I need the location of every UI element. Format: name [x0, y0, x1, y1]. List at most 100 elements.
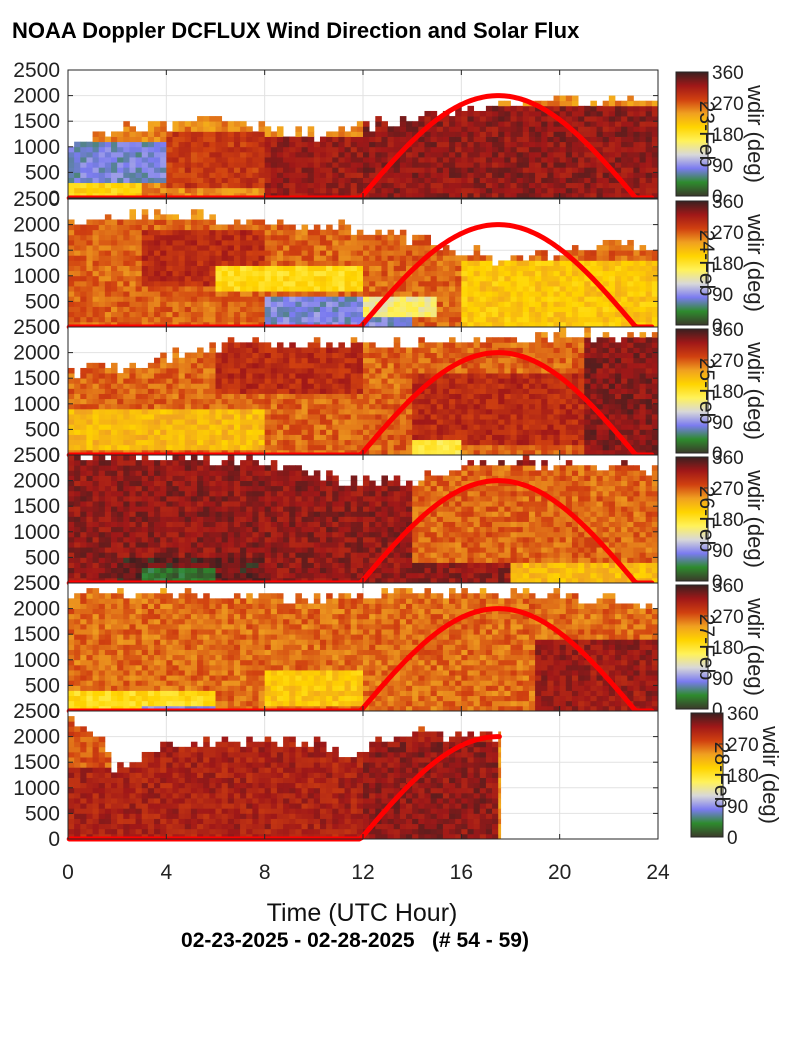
heatmap-cell: [203, 408, 210, 415]
heatmap-cell: [528, 131, 536, 137]
heatmap-cell: [596, 121, 604, 127]
heatmap-cell: [203, 162, 210, 168]
heatmap-cell: [154, 429, 161, 435]
heatmap-cell: [344, 182, 352, 189]
heatmap-cell: [154, 167, 161, 173]
heatmap-cell: [473, 280, 481, 287]
heatmap-cell: [227, 286, 235, 292]
heatmap-cell: [264, 234, 272, 241]
heatmap-cell: [319, 239, 327, 246]
heatmap-cell: [240, 306, 247, 313]
heatmap-cell: [418, 245, 425, 251]
heatmap-cell: [264, 444, 272, 451]
heatmap-cell: [319, 291, 327, 297]
heatmap-cell: [326, 316, 333, 323]
heatmap-cell: [264, 265, 272, 272]
heatmap-cell: [258, 424, 266, 430]
heatmap-cell: [387, 429, 395, 435]
heatmap-cell: [633, 126, 640, 132]
heatmap-cell: [498, 265, 505, 272]
heatmap-cell: [485, 162, 493, 168]
heatmap-cell: [535, 116, 542, 122]
heatmap-cell: [633, 100, 640, 107]
heatmap-cell: [289, 398, 296, 405]
heatmap-cell: [541, 157, 548, 163]
heatmap-cell: [535, 291, 542, 297]
heatmap-cell: [418, 403, 425, 410]
heatmap-cell: [528, 362, 536, 369]
heatmap-cell: [68, 429, 75, 435]
heatmap-cell: [602, 260, 610, 266]
heatmap-cell: [399, 255, 407, 261]
heatmap-cell: [510, 151, 518, 158]
heatmap-cell: [178, 234, 186, 241]
heatmap-cell: [135, 167, 143, 173]
heatmap-cell: [283, 157, 290, 163]
heatmap-cell: [135, 275, 143, 282]
heatmap-cell: [135, 177, 143, 184]
heatmap-cell: [283, 255, 290, 261]
heatmap-cell: [233, 260, 241, 266]
heatmap-cell: [584, 260, 591, 266]
heatmap-cell: [492, 146, 499, 153]
heatmap-cell: [510, 187, 518, 194]
heatmap-cell: [332, 393, 339, 400]
heatmap-cell: [326, 224, 333, 231]
heatmap-cell: [639, 316, 647, 323]
heatmap-cell: [516, 424, 524, 430]
heatmap-cell: [528, 126, 536, 132]
heatmap-cell: [252, 316, 259, 323]
heatmap-cell: [504, 424, 511, 430]
heatmap-cell: [621, 146, 628, 153]
heatmap-cell: [436, 141, 444, 148]
heatmap-cell: [467, 270, 475, 277]
heatmap-cell: [461, 291, 468, 297]
heatmap-cell: [227, 121, 235, 127]
heatmap-cell: [498, 280, 505, 287]
heatmap-cell: [86, 265, 93, 272]
heatmap-cell: [233, 419, 241, 425]
heatmap-cell: [80, 291, 87, 297]
heatmap-cell: [68, 250, 75, 256]
heatmap-cell: [461, 311, 468, 318]
heatmap-cell: [92, 260, 100, 266]
heatmap-cell: [326, 414, 333, 420]
heatmap-cell: [461, 321, 468, 328]
heatmap-cell: [399, 383, 407, 389]
heatmap-cell: [504, 286, 511, 292]
heatmap-cell: [381, 357, 388, 364]
heatmap-cell: [240, 444, 247, 451]
heatmap-cell: [651, 110, 659, 117]
heatmap-cell: [381, 151, 388, 158]
heatmap-cell: [197, 316, 204, 323]
heatmap-cell: [393, 265, 401, 272]
heatmap-cell: [276, 444, 284, 451]
heatmap-cell: [178, 383, 186, 389]
heatmap-cell: [209, 255, 216, 261]
heatmap-cell: [645, 151, 653, 158]
heatmap-cell: [166, 255, 173, 261]
heatmap-cell: [436, 398, 444, 405]
heatmap-cell: [283, 439, 290, 446]
heatmap-cell: [117, 136, 124, 143]
heatmap-cell: [172, 187, 180, 194]
heatmap-cell: [547, 105, 554, 112]
heatmap-cell: [639, 182, 647, 189]
heatmap-cell: [369, 157, 376, 163]
heatmap-cell: [104, 234, 112, 241]
heatmap-cell: [461, 255, 468, 261]
heatmap-cell: [485, 286, 493, 292]
heatmap-cell: [209, 265, 216, 272]
heatmap-cell: [498, 275, 505, 282]
heatmap-cell: [639, 275, 647, 282]
heatmap-cell: [307, 234, 315, 241]
heatmap-cell: [541, 434, 548, 441]
heatmap-cell: [227, 424, 235, 430]
heatmap-cell: [381, 270, 388, 277]
heatmap-cell: [92, 250, 100, 256]
heatmap-cell: [381, 449, 388, 456]
heatmap-cell: [240, 229, 247, 236]
heatmap-cell: [178, 187, 186, 194]
heatmap-cell: [203, 131, 210, 137]
heatmap-cell: [338, 280, 345, 287]
